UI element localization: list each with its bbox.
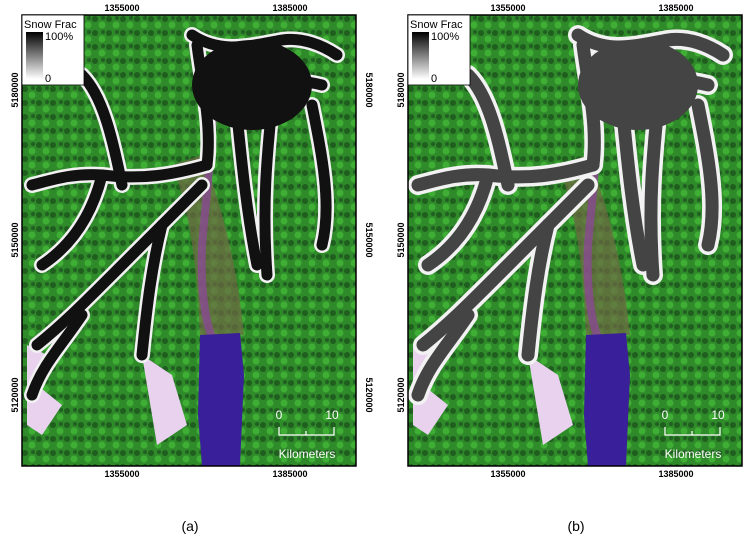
scale-unit: Kilometers [665, 447, 722, 461]
legend-min: 0 [431, 73, 437, 85]
x-tick-label: 1355000 [490, 469, 525, 479]
lake [198, 333, 244, 466]
x-tick-label: 1385000 [658, 3, 693, 13]
y-tick-label: 5180000 [396, 72, 406, 107]
y-tick-label: 5150000 [364, 222, 374, 257]
figure: Snow Frac100%013550001355000138500013850… [0, 0, 744, 541]
legend-title: Snow Frac [410, 19, 463, 31]
y-tick-label: 5180000 [10, 72, 20, 107]
scale-end: 10 [711, 408, 725, 422]
x-tick-label: 1355000 [104, 469, 139, 479]
snow-core [578, 40, 698, 130]
x-tick-label: 1385000 [658, 469, 693, 479]
legend-gradient [412, 32, 429, 79]
scale-end: 10 [325, 408, 339, 422]
legend-max: 100% [431, 31, 459, 43]
x-tick-label: 1385000 [272, 3, 307, 13]
x-tick-label: 1355000 [104, 3, 139, 13]
x-tick-label: 1355000 [490, 3, 525, 13]
x-tick-label: 1385000 [272, 469, 307, 479]
scale-unit: Kilometers [279, 447, 336, 461]
y-tick-label: 5150000 [396, 222, 406, 257]
legend-min: 0 [45, 73, 51, 85]
y-tick-label: 5150000 [10, 222, 20, 257]
scale-start: 0 [662, 408, 669, 422]
legend-gradient [26, 32, 43, 79]
snow-core [192, 40, 312, 130]
snow-cover [651, 105, 658, 275]
y-tick-label: 5180000 [364, 72, 374, 107]
lake [584, 333, 630, 466]
legend-title: Snow Frac [24, 19, 77, 31]
caption: (a) [181, 518, 198, 534]
y-tick-label: 5120000 [10, 377, 20, 412]
legend-max: 100% [45, 31, 73, 43]
y-tick-label: 5120000 [364, 377, 374, 412]
scale-start: 0 [276, 408, 283, 422]
caption: (b) [567, 518, 584, 534]
snow-cover [265, 105, 272, 275]
y-tick-label: 5120000 [396, 377, 406, 412]
